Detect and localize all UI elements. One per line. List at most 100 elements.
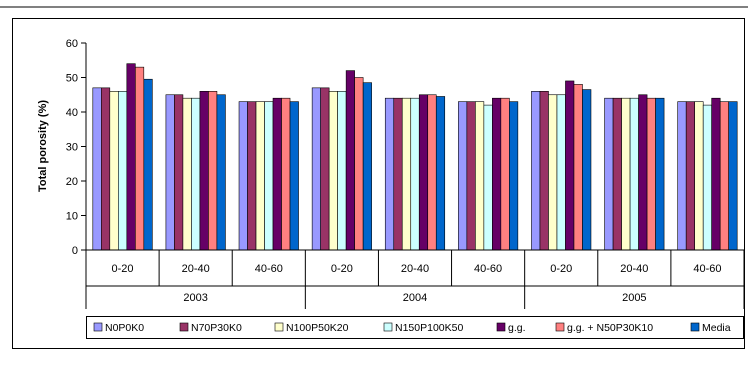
legend-label: N100P50K20	[286, 322, 349, 334]
x-group-label: 2003	[183, 292, 207, 304]
bar	[384, 97, 395, 251]
bar	[483, 104, 493, 251]
x-tick-label: 40-60	[474, 263, 502, 275]
bar	[143, 78, 153, 251]
bar	[604, 97, 614, 251]
y-tick-label: 60	[66, 38, 78, 50]
x-group-label: 2004	[403, 292, 427, 304]
y-tick-label: 50	[66, 73, 78, 85]
legend-swatch	[179, 322, 189, 332]
bar	[272, 97, 282, 251]
bar	[289, 101, 299, 251]
bar	[191, 97, 201, 251]
legend-label: N70P30K0	[191, 322, 242, 334]
bar	[328, 91, 338, 251]
bar	[337, 91, 347, 251]
legend-swatch	[690, 322, 700, 332]
bar	[109, 91, 119, 251]
bar	[548, 94, 558, 251]
x-tick-label: 20-40	[182, 263, 210, 275]
y-axis-label: Total porosity (%)	[37, 100, 49, 192]
bar	[264, 101, 274, 251]
y-tick-label: 30	[66, 142, 78, 154]
bar	[247, 101, 257, 251]
bar	[582, 89, 592, 251]
bar	[345, 70, 355, 251]
legend: N0P0K0 N70P30K0 N100P50K20 N150P100K50 g.g. g…	[86, 316, 744, 339]
bar	[573, 84, 583, 251]
legend-label: N0P0K0	[105, 322, 144, 334]
bar	[728, 101, 738, 251]
bar	[646, 97, 656, 251]
legend-label: Media	[702, 322, 731, 334]
bar	[556, 94, 566, 251]
bar	[393, 97, 403, 251]
bar	[311, 87, 321, 251]
legend-swatch	[274, 322, 284, 332]
bar	[492, 97, 502, 251]
legend-swatch	[93, 322, 103, 332]
x-tick-label: 40-60	[255, 263, 283, 275]
bar	[458, 101, 468, 251]
bar	[500, 97, 510, 251]
bar	[629, 97, 639, 251]
legend-swatch	[555, 322, 565, 332]
bar	[320, 87, 330, 251]
legend-label: g.g.	[508, 322, 526, 334]
bar	[199, 91, 209, 251]
bar	[531, 91, 541, 251]
x-tick-label: 0-20	[112, 263, 134, 275]
bar	[238, 101, 248, 251]
bar	[208, 91, 218, 251]
legend-label: g.g. + N50P30K10	[567, 322, 653, 334]
y-tick-label: 20	[66, 176, 78, 188]
bar	[418, 94, 429, 251]
bar	[354, 77, 364, 251]
legend-swatch	[383, 322, 393, 332]
bar	[165, 94, 175, 251]
bar	[126, 63, 136, 251]
y-tick-label: 40	[66, 107, 78, 119]
plot-area: 0 10 20 30 40 50 60 0-20 20-40 40-60 0-20 20-40 40-6…	[66, 38, 745, 309]
bar	[401, 97, 412, 251]
x-tick-label: 20-40	[401, 263, 429, 275]
bar	[694, 101, 704, 251]
y-tick-label: 10	[66, 211, 78, 223]
bar	[427, 94, 437, 251]
bar	[216, 94, 226, 251]
bar	[711, 97, 721, 251]
legend-box	[86, 316, 744, 339]
bar	[174, 94, 184, 251]
bar	[719, 101, 729, 251]
x-group-label: 2005	[622, 292, 646, 304]
bar	[101, 87, 111, 251]
bar	[182, 97, 192, 251]
bar	[565, 80, 575, 251]
bar	[677, 101, 687, 251]
bar	[135, 66, 145, 251]
bar	[410, 97, 420, 251]
x-tick-label: 0-20	[550, 263, 572, 275]
bar	[92, 87, 102, 251]
bar	[621, 97, 631, 251]
bar	[281, 97, 291, 251]
legend-swatch	[496, 322, 506, 332]
bar	[612, 97, 622, 251]
bar	[638, 94, 648, 251]
bar	[475, 101, 485, 251]
bar	[539, 91, 549, 251]
x-tick-label: 0-20	[331, 263, 353, 275]
bar	[466, 101, 476, 251]
x-tick-label: 20-40	[620, 263, 648, 275]
bar	[118, 91, 128, 251]
bar	[435, 96, 446, 251]
bar	[685, 101, 695, 251]
bar	[255, 101, 265, 251]
bar	[509, 101, 519, 251]
y-tick-label: 0	[72, 245, 78, 257]
x-tick-label: 40-60	[693, 263, 721, 275]
legend-label: N150P100K50	[395, 322, 463, 334]
bar	[655, 97, 665, 251]
bar	[702, 104, 712, 251]
